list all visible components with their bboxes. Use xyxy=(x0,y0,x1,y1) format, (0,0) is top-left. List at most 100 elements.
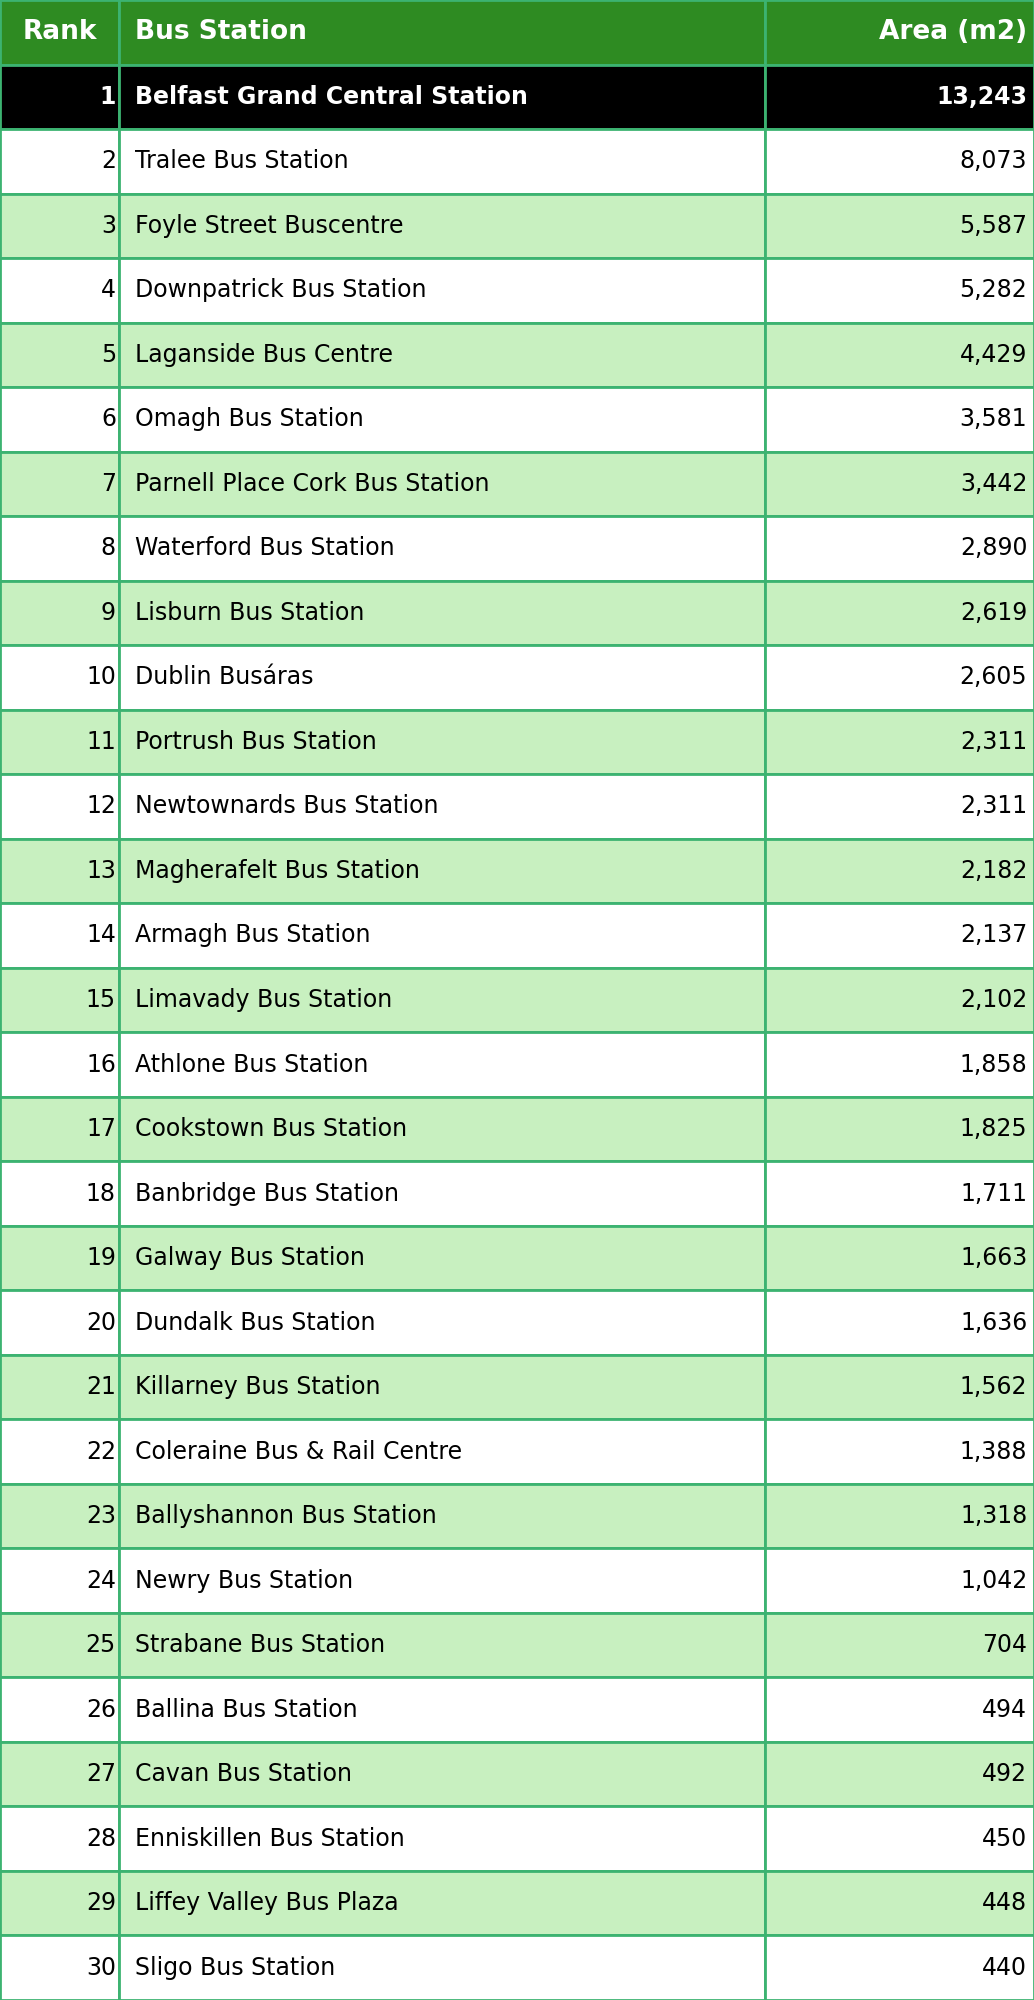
Text: 7: 7 xyxy=(101,472,116,496)
Text: 21: 21 xyxy=(86,1376,116,1400)
Bar xyxy=(119,64,765,130)
Text: Liffey Valley Bus Plaza: Liffey Valley Bus Plaza xyxy=(135,1892,399,1916)
Bar xyxy=(765,452,1034,516)
Bar xyxy=(765,1548,1034,1612)
Bar xyxy=(119,1354,765,1420)
Text: Dublin Busáras: Dublin Busáras xyxy=(135,666,313,690)
Bar xyxy=(765,838,1034,904)
Bar xyxy=(119,904,765,968)
Text: 3: 3 xyxy=(101,214,116,238)
Bar xyxy=(0,516,119,580)
Bar xyxy=(119,1484,765,1548)
Text: Bus Station: Bus Station xyxy=(135,20,307,46)
Text: 704: 704 xyxy=(982,1634,1028,1658)
Bar xyxy=(119,1806,765,1870)
Text: 30: 30 xyxy=(86,1956,116,1980)
Bar xyxy=(119,1678,765,1742)
Bar xyxy=(765,130,1034,194)
Bar xyxy=(765,1162,1034,1226)
Text: Area (m2): Area (m2) xyxy=(879,20,1028,46)
Text: 2,605: 2,605 xyxy=(960,666,1028,690)
Text: 29: 29 xyxy=(86,1892,116,1916)
Text: Foyle Street Buscentre: Foyle Street Buscentre xyxy=(135,214,403,238)
Text: 5,282: 5,282 xyxy=(960,278,1028,302)
Bar xyxy=(0,580,119,646)
Text: 2,890: 2,890 xyxy=(960,536,1028,560)
Bar xyxy=(0,322,119,388)
Text: Strabane Bus Station: Strabane Bus Station xyxy=(135,1634,386,1658)
Bar xyxy=(119,1226,765,1290)
Text: Killarney Bus Station: Killarney Bus Station xyxy=(135,1376,381,1400)
Bar xyxy=(0,388,119,452)
Bar xyxy=(119,1548,765,1612)
Bar xyxy=(119,258,765,322)
Bar xyxy=(0,1096,119,1162)
Bar xyxy=(119,516,765,580)
Bar xyxy=(119,388,765,452)
Text: Tralee Bus Station: Tralee Bus Station xyxy=(135,150,348,174)
Bar xyxy=(0,1678,119,1742)
Bar xyxy=(0,452,119,516)
Text: 25: 25 xyxy=(86,1634,116,1658)
Text: Newry Bus Station: Newry Bus Station xyxy=(135,1568,354,1592)
Text: Cavan Bus Station: Cavan Bus Station xyxy=(135,1762,352,1786)
Text: 6: 6 xyxy=(101,408,116,432)
Bar xyxy=(0,646,119,710)
Text: Magherafelt Bus Station: Magherafelt Bus Station xyxy=(135,858,420,882)
Bar xyxy=(765,646,1034,710)
Text: 14: 14 xyxy=(86,924,116,948)
Text: 5,587: 5,587 xyxy=(960,214,1028,238)
Bar xyxy=(0,904,119,968)
Bar xyxy=(765,194,1034,258)
Text: 13,243: 13,243 xyxy=(936,84,1028,108)
Bar xyxy=(765,1484,1034,1548)
Bar xyxy=(765,388,1034,452)
Text: 1,562: 1,562 xyxy=(960,1376,1028,1400)
Text: 12: 12 xyxy=(86,794,116,818)
Bar xyxy=(119,1742,765,1806)
Text: 22: 22 xyxy=(86,1440,116,1464)
Text: Galway Bus Station: Galway Bus Station xyxy=(135,1246,365,1270)
Text: 492: 492 xyxy=(982,1762,1028,1786)
Text: 1,825: 1,825 xyxy=(960,1118,1028,1142)
Text: Limavady Bus Station: Limavady Bus Station xyxy=(135,988,392,1012)
Text: 13: 13 xyxy=(86,858,116,882)
Bar xyxy=(119,1096,765,1162)
Text: 2,311: 2,311 xyxy=(961,730,1028,754)
Bar xyxy=(0,1936,119,2000)
Text: 9: 9 xyxy=(101,600,116,624)
Bar xyxy=(765,1032,1034,1096)
Bar xyxy=(765,1870,1034,1936)
Bar xyxy=(765,516,1034,580)
Text: Lisburn Bus Station: Lisburn Bus Station xyxy=(135,600,364,624)
Bar xyxy=(119,1936,765,2000)
Text: 27: 27 xyxy=(86,1762,116,1786)
Bar xyxy=(119,194,765,258)
Bar xyxy=(0,1420,119,1484)
Text: 450: 450 xyxy=(982,1826,1028,1850)
Text: Athlone Bus Station: Athlone Bus Station xyxy=(135,1052,368,1076)
Bar xyxy=(765,1354,1034,1420)
Text: 1: 1 xyxy=(99,84,116,108)
Text: 10: 10 xyxy=(86,666,116,690)
Text: 4,429: 4,429 xyxy=(960,342,1028,366)
Bar xyxy=(119,452,765,516)
Bar xyxy=(0,1870,119,1936)
Bar xyxy=(119,1162,765,1226)
Bar xyxy=(765,710,1034,774)
Bar xyxy=(0,258,119,322)
Bar xyxy=(0,838,119,904)
Bar xyxy=(765,1806,1034,1870)
Bar xyxy=(0,64,119,130)
Bar xyxy=(0,1548,119,1612)
Bar xyxy=(119,838,765,904)
Bar xyxy=(119,1420,765,1484)
Text: Enniskillen Bus Station: Enniskillen Bus Station xyxy=(135,1826,405,1850)
Bar xyxy=(0,710,119,774)
Bar xyxy=(119,1612,765,1678)
Text: 440: 440 xyxy=(982,1956,1028,1980)
Text: 15: 15 xyxy=(86,988,116,1012)
Bar xyxy=(765,774,1034,838)
Text: 2,311: 2,311 xyxy=(961,794,1028,818)
Bar xyxy=(0,968,119,1032)
